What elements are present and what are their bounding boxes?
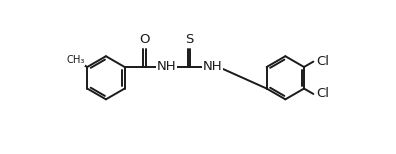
Text: Cl: Cl xyxy=(316,87,329,100)
Text: Cl: Cl xyxy=(316,55,329,68)
Text: NH: NH xyxy=(156,61,176,73)
Text: NH: NH xyxy=(203,61,222,73)
Text: S: S xyxy=(185,33,194,46)
Text: O: O xyxy=(139,33,150,46)
Text: CH₃: CH₃ xyxy=(67,55,85,65)
